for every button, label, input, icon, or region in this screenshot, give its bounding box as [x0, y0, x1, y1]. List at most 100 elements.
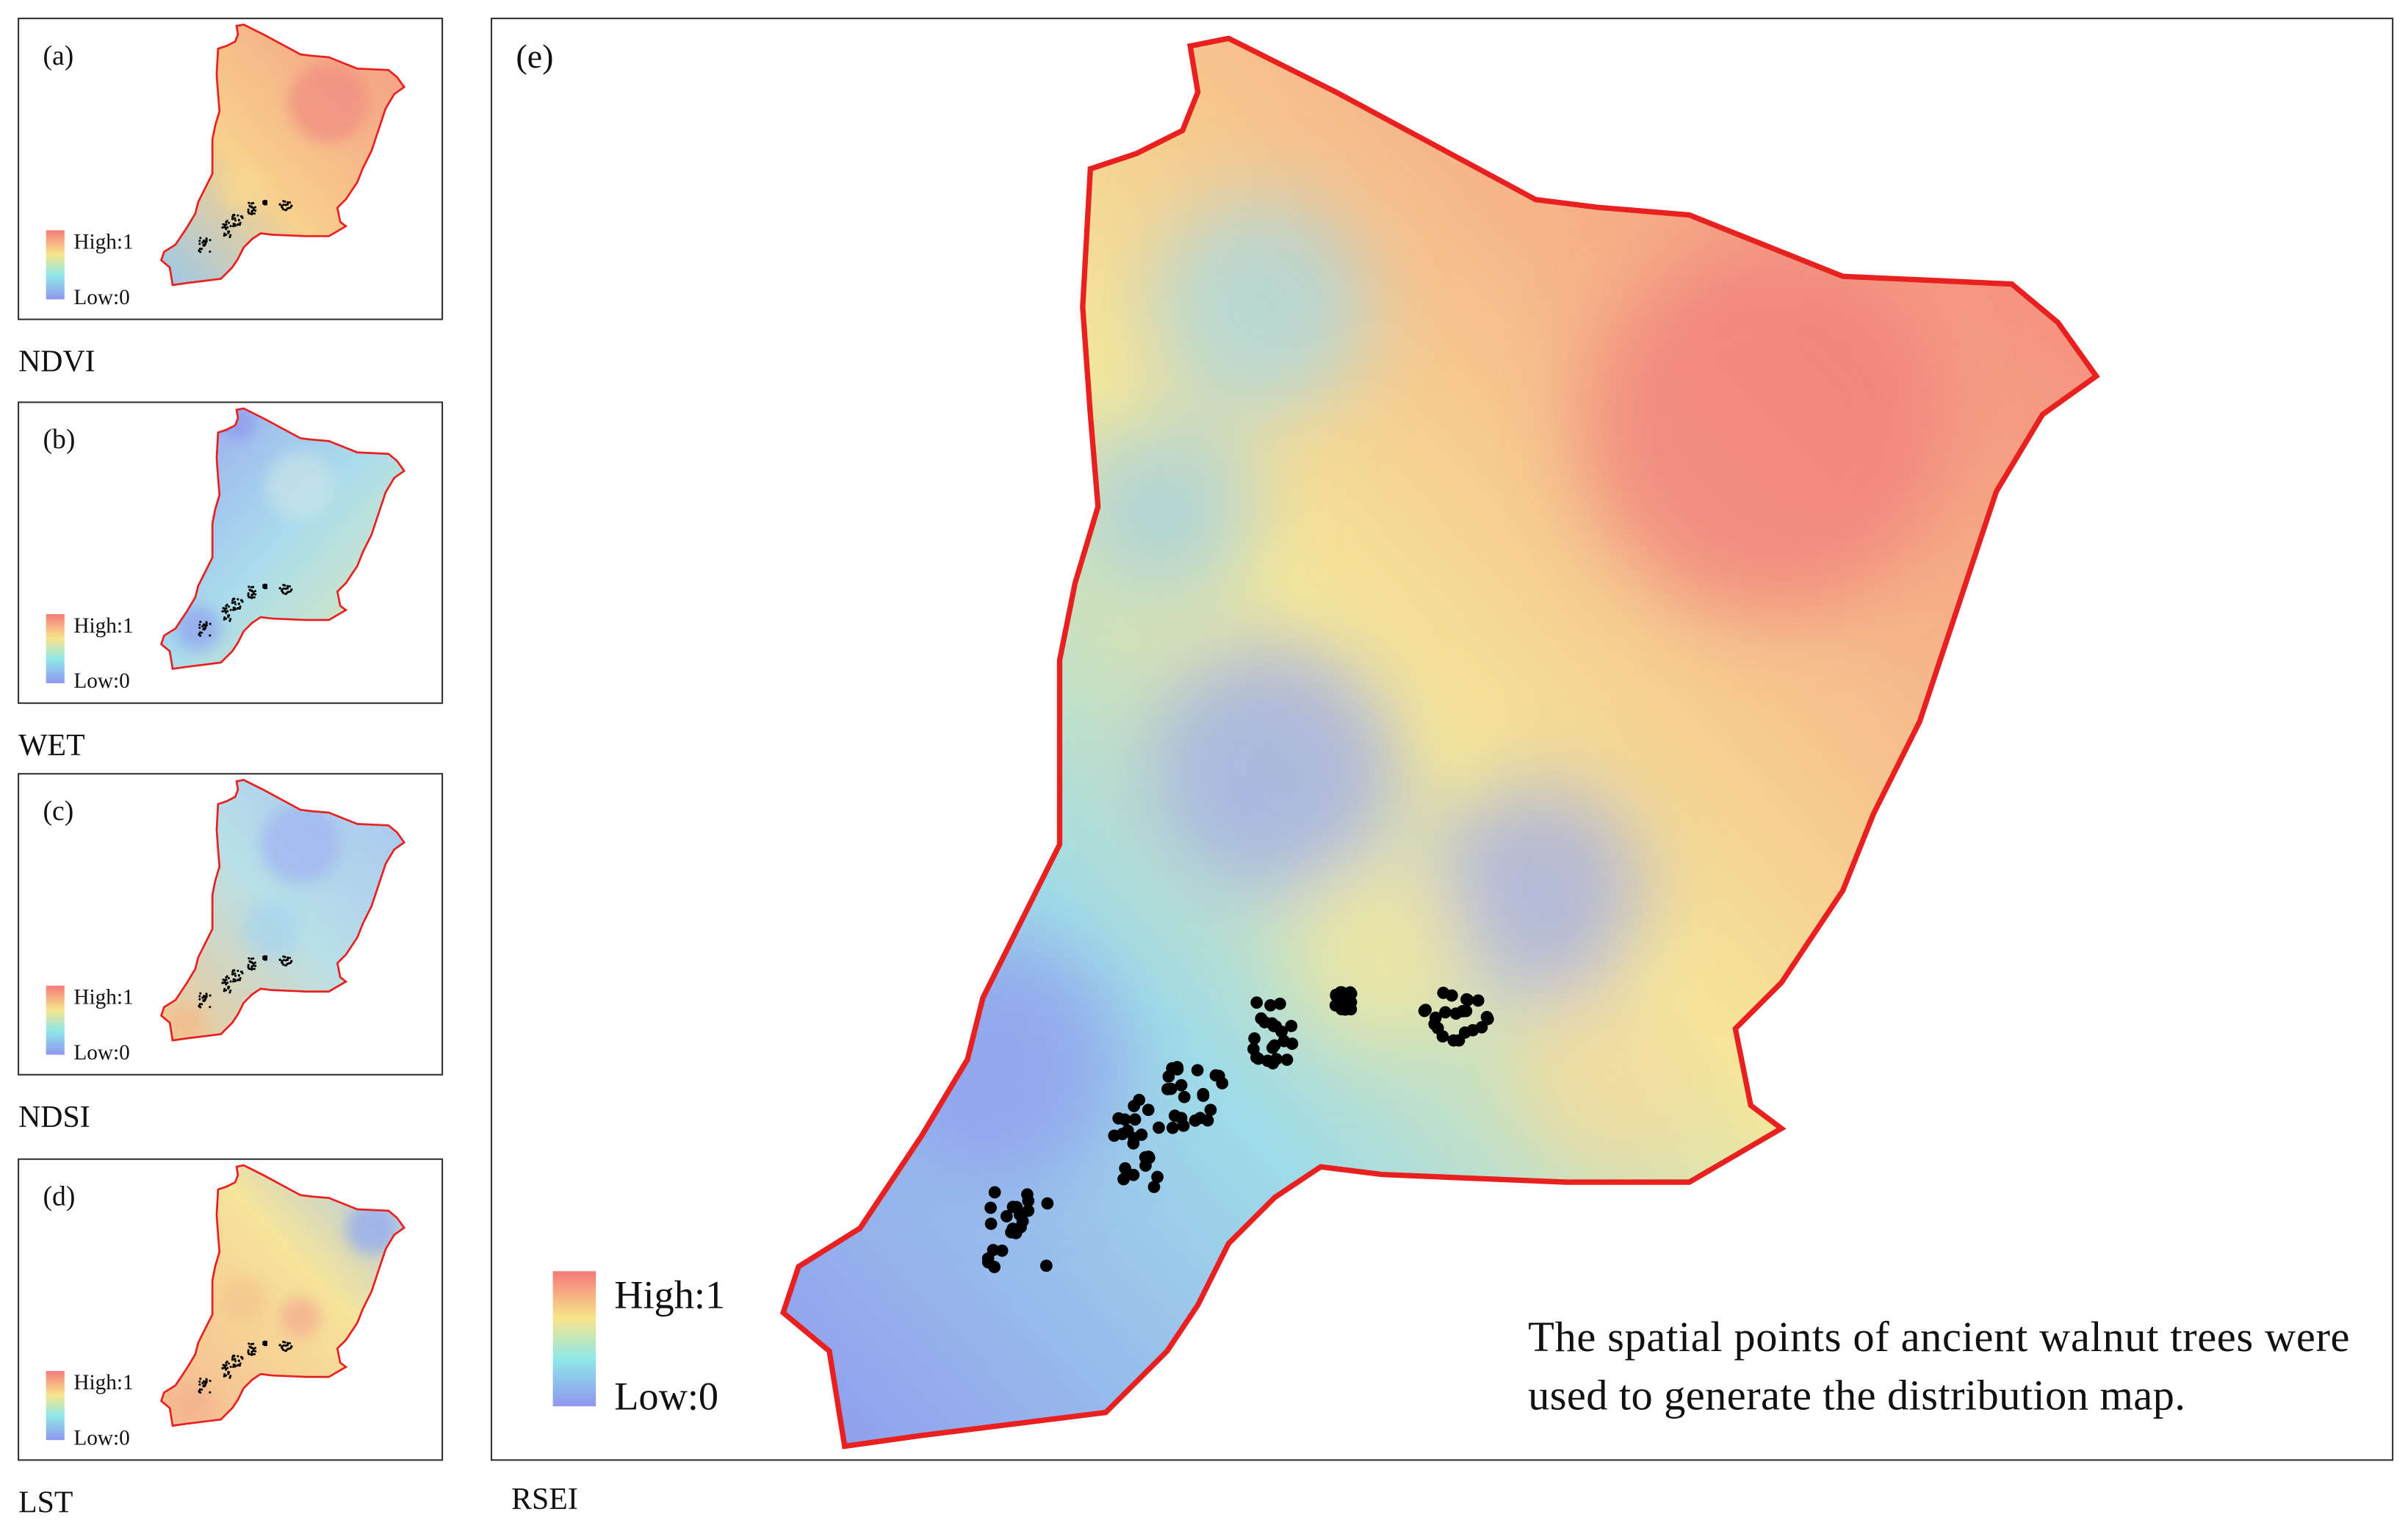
walnut-point — [282, 955, 285, 958]
walnut-point — [248, 1342, 250, 1345]
walnut-point — [237, 602, 240, 605]
walnut-point — [248, 588, 251, 591]
walnut-point — [198, 1003, 201, 1006]
walnut-point — [205, 1379, 208, 1382]
panel: (c) High:1 Low:0 NDSI — [18, 773, 444, 1134]
walnut-point — [228, 1376, 231, 1379]
walnut-point — [1266, 1056, 1280, 1070]
walnut-point — [252, 1347, 255, 1350]
walnut-point — [248, 1345, 251, 1348]
map-patch — [1151, 644, 1398, 891]
walnut-point — [290, 959, 293, 962]
walnut-point — [237, 214, 239, 217]
walnut-point — [282, 1348, 285, 1351]
walnut-point — [248, 586, 250, 588]
walnut-point — [1022, 1195, 1035, 1207]
walnut-point — [282, 963, 285, 966]
walnut-point — [229, 618, 232, 621]
walnut-point — [264, 958, 267, 961]
walnut-point — [247, 592, 250, 595]
walnut-point — [264, 201, 267, 204]
walnut-point — [1119, 1162, 1132, 1175]
walnut-point — [1000, 1210, 1013, 1223]
walnut-point — [288, 201, 292, 204]
walnut-point — [1127, 1168, 1140, 1181]
walnut-point — [225, 607, 228, 610]
walnut-point — [1014, 1221, 1027, 1234]
walnut-point — [227, 987, 230, 990]
walnut-point — [225, 234, 228, 237]
walnut-point — [239, 215, 242, 218]
walnut-point — [253, 968, 256, 971]
walnut-point — [198, 1388, 201, 1391]
walnut-point — [254, 593, 257, 596]
walnut-point — [231, 601, 234, 604]
walnut-point — [282, 204, 285, 206]
walnut-point — [253, 961, 256, 964]
walnut-point — [223, 981, 226, 984]
walnut-point — [248, 957, 250, 959]
walnut-point — [282, 208, 285, 211]
walnut-point — [205, 993, 208, 996]
walnut-point — [237, 607, 240, 610]
panel: (a) High:1 Low:0 NDVI — [18, 18, 444, 379]
walnut-point — [288, 585, 292, 588]
walnut-point — [1280, 1054, 1294, 1066]
walnut-point — [201, 248, 203, 251]
walnut-point — [202, 1385, 205, 1388]
walnut-point — [234, 1358, 237, 1361]
walnut-point — [252, 206, 255, 210]
legend-low: Low:0 — [73, 1426, 129, 1450]
walnut-point — [1166, 1121, 1179, 1134]
walnut-point — [228, 991, 231, 994]
walnut-point — [247, 1349, 250, 1352]
walnut-point — [234, 978, 237, 981]
walnut-point — [234, 972, 237, 975]
walnut-point — [262, 584, 265, 587]
walnut-point — [264, 957, 267, 959]
walnut-point — [198, 998, 201, 1001]
walnut-point — [223, 1367, 226, 1369]
walnut-point — [198, 1005, 201, 1008]
walnut-point — [1339, 1003, 1352, 1016]
walnut-point — [229, 1375, 232, 1378]
walnut-point — [231, 217, 234, 220]
walnut-point — [209, 1379, 212, 1383]
walnut-point — [1275, 1025, 1288, 1038]
walnut-point — [248, 596, 250, 599]
walnut-point — [252, 591, 255, 594]
walnut-point — [234, 1364, 237, 1367]
walnut-point — [250, 586, 253, 588]
walnut-point — [264, 585, 267, 588]
walnut-point — [234, 217, 237, 220]
walnut-point — [254, 965, 257, 968]
walnut-point — [198, 247, 201, 251]
walnut-point — [201, 1003, 203, 1006]
walnut-point — [223, 607, 226, 610]
walnut-point — [1128, 1113, 1142, 1126]
map-patch — [1520, 982, 1705, 1167]
walnut-point — [198, 1390, 201, 1393]
walnut-point — [198, 631, 201, 634]
walnut-point — [227, 605, 231, 608]
walnut-point — [229, 989, 232, 992]
walnut-point — [223, 990, 226, 993]
walnut-point — [984, 1217, 998, 1231]
walnut-point — [247, 963, 250, 966]
walnut-point — [286, 203, 289, 206]
walnut-point — [289, 1347, 292, 1350]
walnut-point — [284, 209, 286, 212]
walnut-point — [1171, 1061, 1183, 1073]
walnut-point — [226, 220, 228, 223]
map-texture — [172, 1203, 397, 1422]
walnut-point — [278, 1344, 281, 1347]
walnut-point — [223, 223, 226, 226]
walnut-point — [1153, 1121, 1165, 1134]
walnut-point — [198, 995, 201, 998]
panel-label: (a) — [43, 40, 74, 71]
walnut-point — [253, 1353, 256, 1355]
legend-high: High:1 — [73, 986, 133, 1009]
walnut-point — [223, 232, 226, 235]
walnut-point — [228, 236, 231, 239]
